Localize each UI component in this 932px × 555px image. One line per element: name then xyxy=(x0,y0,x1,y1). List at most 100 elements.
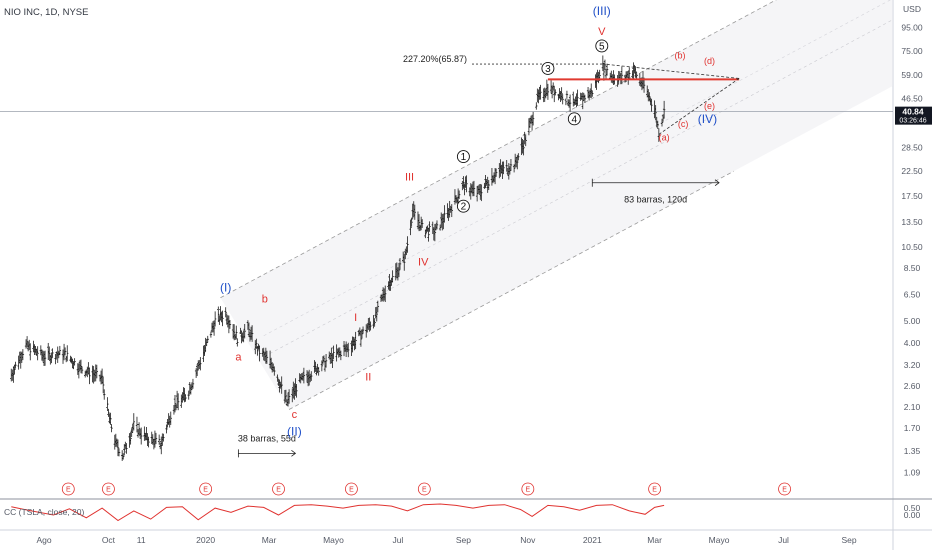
price-bar xyxy=(457,190,461,199)
price-bar xyxy=(438,224,442,231)
price-bar xyxy=(129,432,132,445)
date-range-arrow xyxy=(714,179,720,187)
price-bar xyxy=(80,366,84,374)
symbol-header[interactable]: NIO INC, 1D, NYSE xyxy=(4,7,88,18)
price-axis-label: 1.35 xyxy=(904,446,921,456)
price-axis-label: 4.00 xyxy=(904,338,921,348)
price-bar xyxy=(480,184,483,202)
price-bar xyxy=(77,363,81,379)
price-bar xyxy=(101,376,105,394)
price-bar xyxy=(100,368,104,384)
earnings-letter: E xyxy=(203,487,208,494)
price-bar xyxy=(472,180,476,197)
time-axis-label: Sep xyxy=(841,535,856,545)
earnings-marker[interactable]: E xyxy=(345,482,358,496)
channel-lower-line xyxy=(288,170,735,410)
earnings-marker[interactable]: E xyxy=(778,482,791,496)
price-bar xyxy=(494,168,498,177)
earnings-circle xyxy=(345,482,358,496)
price-axis-label: 6.50 xyxy=(904,290,921,300)
price-bar xyxy=(51,348,54,358)
price-bar xyxy=(250,325,254,342)
earnings-marker[interactable]: E xyxy=(102,482,115,496)
earnings-letter: E xyxy=(106,487,111,494)
time-axis-label: 11 xyxy=(137,535,146,545)
price-bar xyxy=(224,307,227,318)
wave-circle-number: 5 xyxy=(599,41,605,52)
price-tag-value: 40.84 xyxy=(902,107,924,117)
price-bar xyxy=(88,367,91,385)
price-bar xyxy=(517,153,520,161)
price-bar xyxy=(657,128,661,142)
indicator-label[interactable]: CC (TSLA, close, 20) xyxy=(4,507,84,517)
price-bar xyxy=(29,343,32,361)
price-bar xyxy=(125,443,128,454)
earnings-marker[interactable]: E xyxy=(648,482,662,496)
price-bar xyxy=(535,102,538,110)
price-bar xyxy=(66,345,69,362)
earnings-marker[interactable]: E xyxy=(272,482,285,496)
price-bar xyxy=(435,220,439,230)
price-bar xyxy=(384,285,387,302)
price-bar xyxy=(397,262,401,278)
price-bar xyxy=(50,352,53,364)
price-bar xyxy=(656,120,659,129)
price-bar xyxy=(561,94,564,105)
time-axis-label: Sep xyxy=(456,535,471,545)
time-axis-label: Jul xyxy=(778,535,789,545)
wave-label-minor: (e) xyxy=(704,101,715,111)
price-axis-label: 59.00 xyxy=(901,70,923,80)
price-bar xyxy=(165,424,168,434)
price-bar xyxy=(502,161,505,175)
date-range-arrow xyxy=(291,450,297,457)
price-bar xyxy=(322,355,326,363)
price-bar xyxy=(206,335,209,343)
price-bar xyxy=(191,378,195,389)
price-bar xyxy=(406,236,409,253)
price-bar xyxy=(176,393,180,411)
wave-annotations: (I)(II)(III)(IV)abcIIIIIIIVV(a)(b)(c)(d)… xyxy=(220,4,717,439)
price-bar xyxy=(531,111,535,126)
indicator-axis: 0.500.00 xyxy=(904,503,921,520)
price-bar xyxy=(450,204,453,218)
price-bar xyxy=(564,98,568,106)
price-bars xyxy=(10,55,666,461)
wave-label-circled: 1 xyxy=(456,150,470,163)
earnings-marker[interactable]: E xyxy=(417,482,431,496)
earnings-marker[interactable]: E xyxy=(521,482,535,496)
triangle-upper-line[interactable] xyxy=(601,63,740,79)
price-bar xyxy=(463,183,466,196)
time-axis-label: Jul xyxy=(392,535,403,545)
time-axis-label: Mar xyxy=(647,535,662,545)
wave-label-blue: (III) xyxy=(593,4,611,18)
triangle-lower-line[interactable] xyxy=(658,78,740,135)
wave-label-minor: (d) xyxy=(704,56,715,66)
price-bar xyxy=(276,374,279,382)
price-bar xyxy=(465,175,468,193)
price-bar xyxy=(403,253,406,271)
price-axis-label: 13.50 xyxy=(901,217,923,227)
drawings: 38 barras, 55d 83 barras, 120d 227.20%(65.… xyxy=(238,54,740,458)
price-bar xyxy=(560,87,563,101)
price-tag-bg xyxy=(895,106,932,125)
price-bar xyxy=(137,422,141,436)
price-bar xyxy=(280,376,283,394)
price-bar xyxy=(243,323,246,339)
price-bar xyxy=(409,220,412,236)
price-bar xyxy=(347,342,350,358)
earnings-marker[interactable]: E xyxy=(61,482,75,496)
indicator-line xyxy=(11,503,665,522)
date-range-label: 38 barras, 55d xyxy=(238,433,296,443)
price-bar xyxy=(21,349,25,361)
price-bar xyxy=(376,300,380,313)
wave-label-red: a xyxy=(235,352,242,364)
time-axis-label: Mar xyxy=(262,535,277,545)
price-tag: 40.84 03:26:46 xyxy=(895,106,932,125)
price-bar xyxy=(302,367,306,384)
price-axis-label: 8.50 xyxy=(904,263,921,273)
earnings-letter: E xyxy=(349,487,354,494)
earnings-marker[interactable]: E xyxy=(199,482,213,496)
